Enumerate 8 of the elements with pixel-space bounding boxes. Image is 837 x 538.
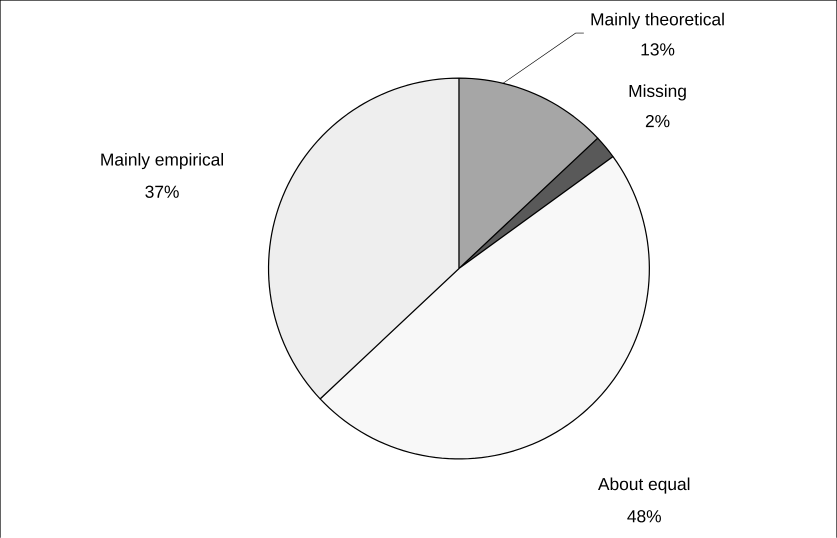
slice-label: Mainly empirical — [101, 152, 223, 170]
slice-label: Missing — [630, 84, 686, 100]
slice-label: About equal — [598, 477, 690, 494]
slice-label: Mainly theoretical — [592, 12, 724, 29]
data-label: 13% — [642, 43, 674, 56]
data-label: 37% — [145, 186, 179, 198]
data-label: 2% — [646, 114, 670, 128]
data-label: 48% — [627, 510, 661, 522]
